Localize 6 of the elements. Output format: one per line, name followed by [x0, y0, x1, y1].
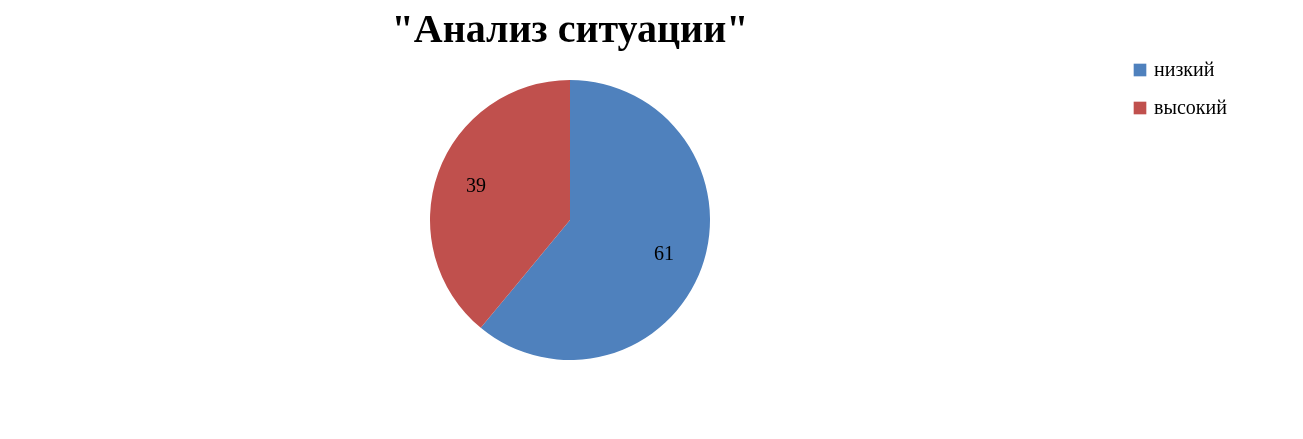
- pie-slice: [430, 80, 570, 328]
- legend-label: низкий: [1154, 58, 1215, 80]
- chart-title: "Анализ ситуации": [391, 6, 749, 51]
- data-label: 39: [465, 174, 486, 197]
- legend-label: высокий: [1154, 96, 1228, 118]
- data-label: 61: [654, 241, 675, 264]
